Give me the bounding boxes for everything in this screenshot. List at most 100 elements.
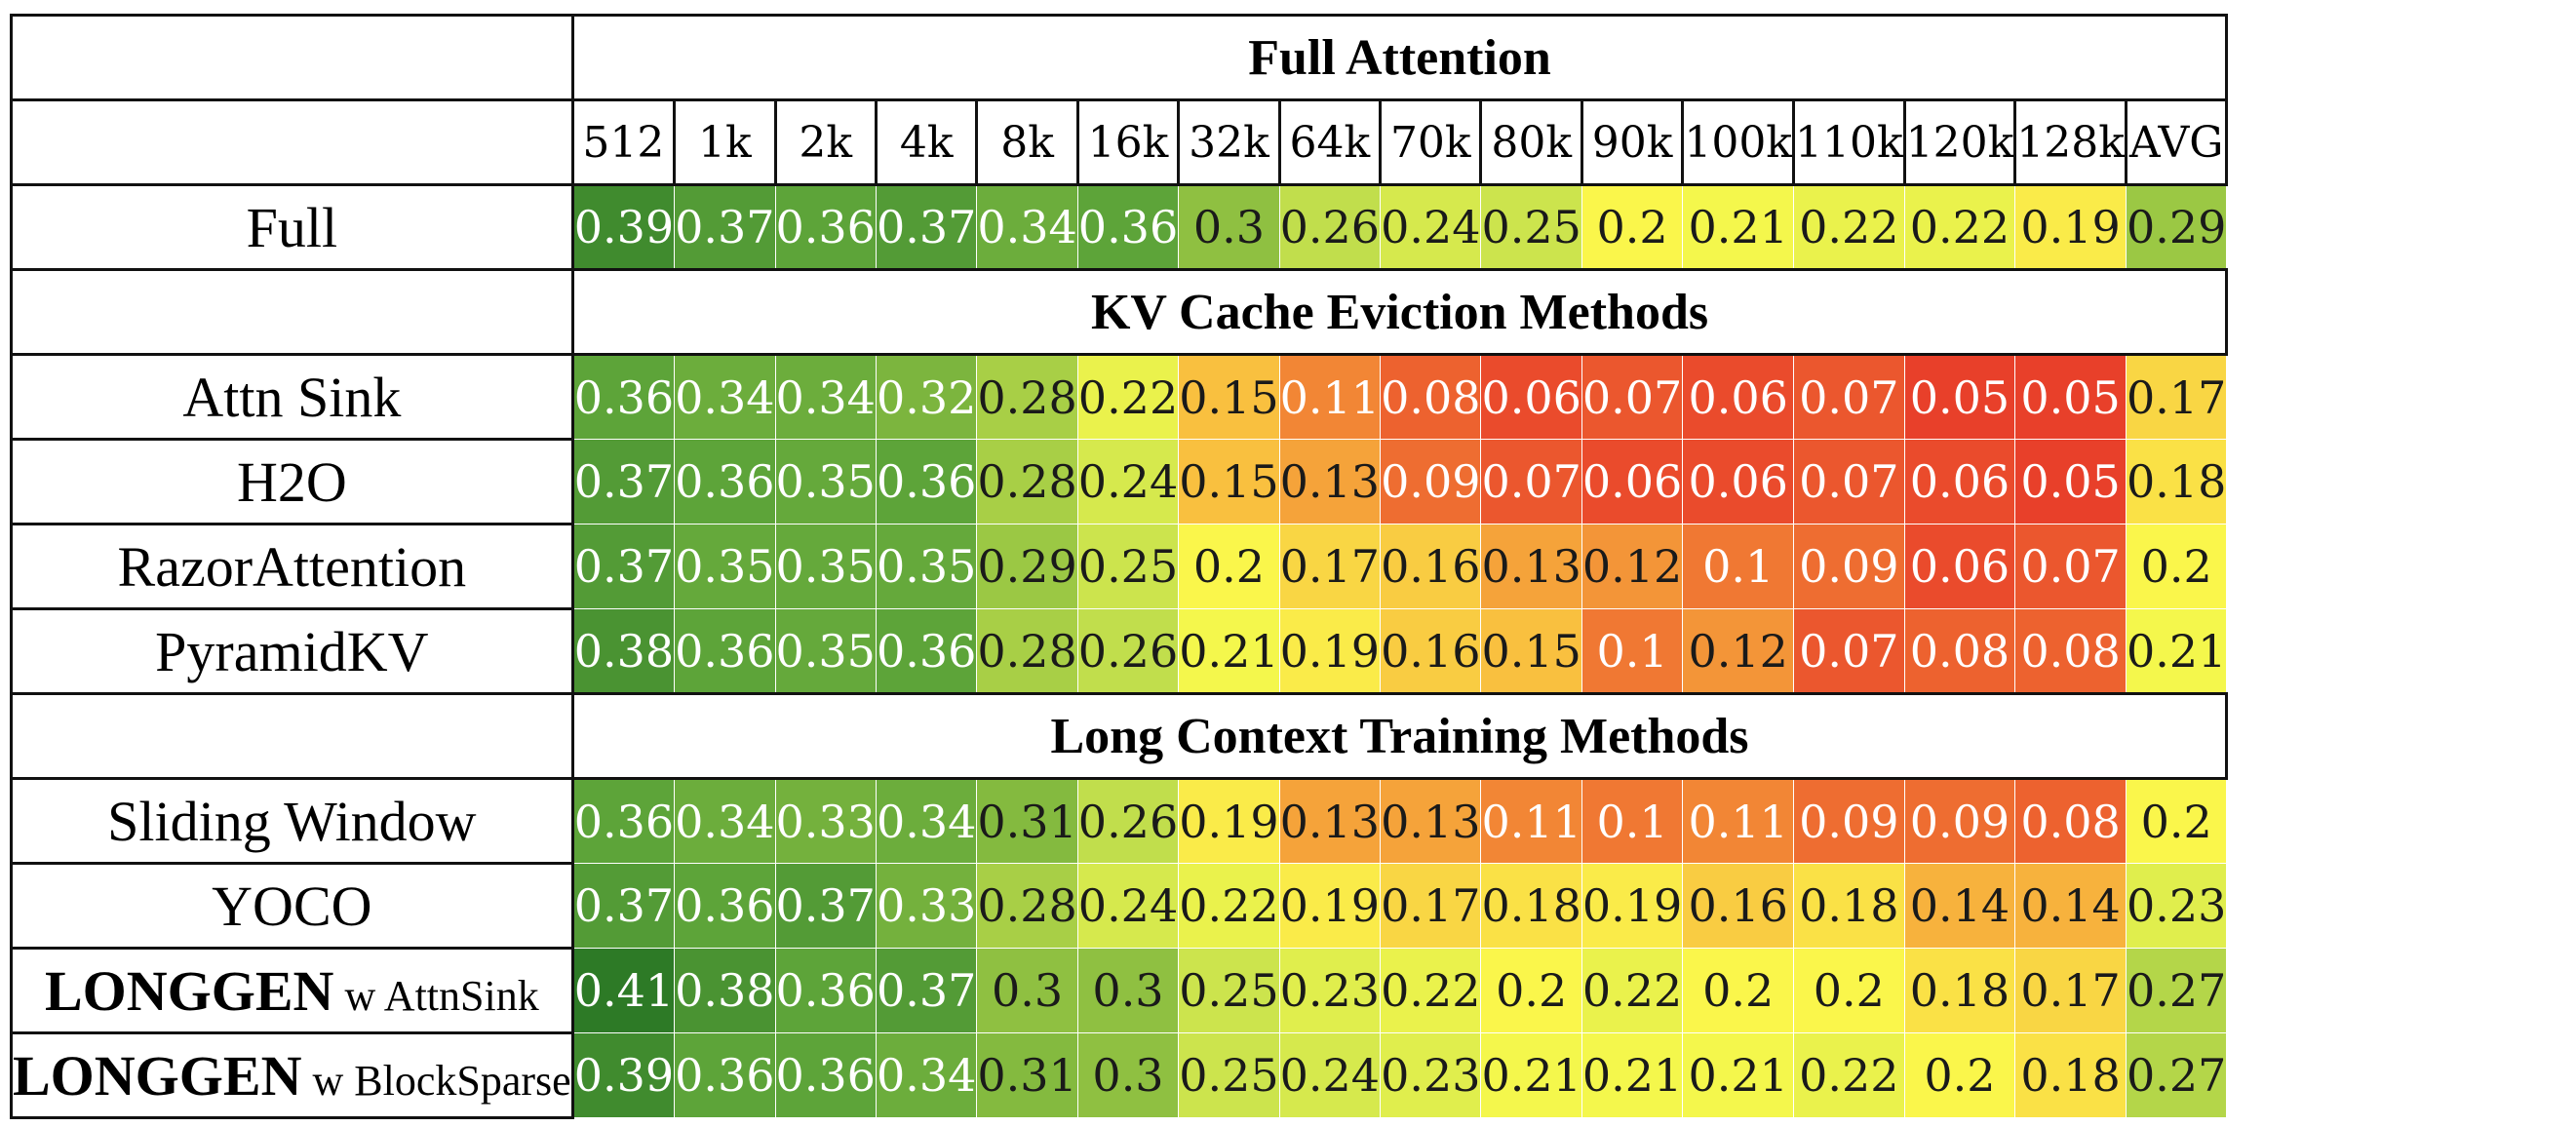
- heatmap-cell: 0.21: [1581, 1032, 1684, 1118]
- table-row: H2O 0.37 0.36 0.35 0.36 0.28 0.24 0.15 0.13 0.09 0…: [10, 438, 2228, 525]
- heatmap-cell: 0.39: [571, 1032, 676, 1118]
- heatmap-cell: 0.11: [1278, 354, 1382, 440]
- heatmap-cell: 0.37: [774, 863, 877, 949]
- heatmap-cell: 0.34: [875, 1032, 978, 1118]
- heatmap-cell: 0.35: [774, 608, 877, 694]
- heatmap-cell: 0.25: [1480, 184, 1582, 270]
- heatmap-cell: 0.38: [674, 948, 776, 1033]
- heatmap-cell: 0.37: [571, 524, 676, 609]
- column-header-512: 512: [570, 98, 677, 186]
- corner-blank-cell: [10, 692, 574, 780]
- heatmap-cell: 0.18: [2125, 439, 2228, 525]
- row-label-brand: LONGGEN: [13, 1043, 302, 1108]
- heatmap-cell: 0.17: [2125, 354, 2228, 440]
- heatmap-cell: 0.06: [1903, 524, 2016, 609]
- heatmap-cell: 0.16: [1380, 524, 1482, 609]
- heatmap-cell: 0.3: [1076, 1032, 1180, 1118]
- heatmap-cell: 0.11: [1480, 778, 1582, 864]
- heatmap-cell: 0.34: [674, 778, 776, 864]
- heatmap-cell: 0.37: [571, 439, 676, 525]
- heatmap-cell: 0.09: [1903, 778, 2016, 864]
- section-title: Full Attention: [570, 14, 2229, 101]
- row-label-suffix: w BlockSparse: [301, 1056, 571, 1105]
- row-label-brand: LONGGEN: [44, 958, 334, 1023]
- heatmap-cell: 0.37: [875, 948, 978, 1033]
- table-row: YOCO 0.37 0.36 0.37 0.33 0.28 0.24 0.22 0.19 0.17…: [10, 862, 2228, 950]
- heatmap-cell: 0.36: [571, 778, 676, 864]
- heatmap-cell: 0.21: [2125, 608, 2228, 694]
- heatmap-cell: 0.14: [2014, 863, 2127, 949]
- heatmap-cell: 0.36: [674, 863, 776, 949]
- heatmap-cell: 0.13: [1278, 439, 1382, 525]
- row-label: LONGGEN w BlockSparse: [10, 1031, 574, 1119]
- heatmap-cell: 0.09: [1792, 778, 1905, 864]
- table-row: RazorAttention 0.37 0.35 0.35 0.35 0.29 0.25 0.…: [10, 523, 2228, 610]
- heatmap-cell: 0.06: [1682, 354, 1794, 440]
- heatmap-cell: 0.36: [774, 184, 877, 270]
- heatmap-cell: 0.1: [1682, 524, 1794, 609]
- heatmap-cell: 0.14: [1903, 863, 2016, 949]
- table-row: PyramidKV 0.38 0.36 0.35 0.36 0.28 0.26 0.21 0.1…: [10, 607, 2228, 695]
- heatmap-cell: 0.06: [1903, 439, 2016, 525]
- heatmap-cell: 0.3: [1076, 948, 1180, 1033]
- heatmap-cell: 0.13: [1380, 778, 1482, 864]
- column-header-120k: 120k: [1902, 98, 2017, 186]
- heatmap-cell: 0.11: [1682, 778, 1794, 864]
- heatmap-cell: 0.12: [1581, 524, 1684, 609]
- heatmap-cell: 0.07: [1792, 439, 1905, 525]
- row-label: RazorAttention: [10, 523, 574, 610]
- heatmap-cell: 0.36: [774, 948, 877, 1033]
- heatmap-cell: 0.26: [1076, 608, 1180, 694]
- table-row: Attn Sink 0.36 0.34 0.34 0.32 0.28 0.22 0.15 0.1…: [10, 353, 2228, 441]
- heatmap-cell: 0.18: [1792, 863, 1905, 949]
- heatmap-cell: 0.17: [2014, 948, 2127, 1033]
- column-header-70k: 70k: [1379, 98, 1483, 186]
- heatmap-cell: 0.2: [1178, 524, 1280, 609]
- column-header-110k: 110k: [1791, 98, 1906, 186]
- heatmap-cell: 0.16: [1380, 608, 1482, 694]
- heatmap-cell: 0.17: [1278, 524, 1382, 609]
- section-header-row: Long Context Training Methods: [10, 692, 2229, 780]
- heatmap-cell: 0.05: [2014, 439, 2127, 525]
- heatmap-cell: 0.32: [875, 354, 978, 440]
- heatmap-cell: 0.25: [1178, 1032, 1280, 1118]
- table-row: LONGGEN w AttnSink 0.41 0.38 0.36 0.37 0.3 0.3…: [10, 947, 2228, 1034]
- header-blank-cell: [10, 98, 574, 186]
- heatmap-cell: 0.19: [1278, 863, 1382, 949]
- heatmap-cell: 0.1: [1581, 608, 1684, 694]
- heatmap-cell: 0.13: [1480, 524, 1582, 609]
- heatmap-cell: 0.22: [1903, 184, 2016, 270]
- heatmap-cell: 0.23: [2125, 863, 2228, 949]
- heatmap-cell: 0.07: [1792, 354, 1905, 440]
- heatmap-cell: 0.28: [976, 354, 1078, 440]
- heatmap-cell: 0.08: [2014, 608, 2127, 694]
- column-header-4k: 4k: [874, 98, 979, 186]
- heatmap-cell: 0.12: [1682, 608, 1794, 694]
- heatmap-cell: 0.34: [674, 354, 776, 440]
- heatmap-cell: 0.39: [571, 184, 676, 270]
- column-header-2k: 2k: [773, 98, 878, 186]
- column-header-16k: 16k: [1075, 98, 1181, 186]
- heatmap-cell: 0.2: [1903, 1032, 2016, 1118]
- heatmap-cell: 0.22: [1380, 948, 1482, 1033]
- section-header-row: Full Attention: [10, 14, 2229, 101]
- row-label: Full: [10, 183, 574, 271]
- heatmap-cell: 0.18: [1480, 863, 1582, 949]
- column-header-avg: AVG: [2124, 98, 2229, 186]
- heatmap-cell: 0.22: [1581, 948, 1684, 1033]
- heatmap-cell: 0.37: [571, 863, 676, 949]
- heatmap-cell: 0.3: [976, 948, 1078, 1033]
- column-header-64k: 64k: [1277, 98, 1383, 186]
- heatmap-cell: 0.33: [875, 863, 978, 949]
- heatmap-cell: 0.28: [976, 863, 1078, 949]
- column-header-32k: 32k: [1177, 98, 1281, 186]
- heatmap-cell: 0.36: [875, 439, 978, 525]
- heatmap-cell: 0.22: [1792, 1032, 1905, 1118]
- heatmap-cell: 0.07: [1792, 608, 1905, 694]
- row-label: LONGGEN w AttnSink: [10, 947, 574, 1034]
- heatmap-cell: 0.36: [674, 439, 776, 525]
- heatmap-cell: 0.2: [1480, 948, 1582, 1033]
- table-row: Sliding Window 0.36 0.34 0.33 0.34 0.31 0.26 0.…: [10, 777, 2228, 865]
- heatmap-cell: 0.07: [1581, 354, 1684, 440]
- heatmap-cell: 0.3: [1178, 184, 1280, 270]
